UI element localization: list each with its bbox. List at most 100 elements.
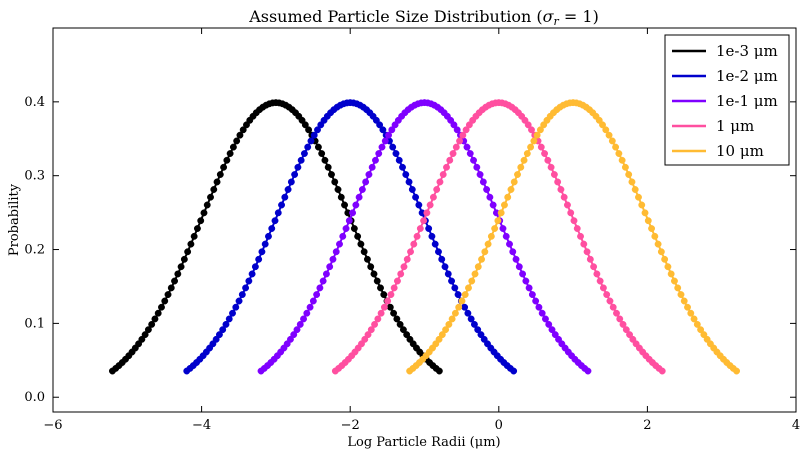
data-point [370, 270, 378, 278]
y-tick-label: 0.2 [24, 243, 45, 258]
data-point [477, 331, 485, 339]
data-point [395, 156, 403, 164]
data-point [464, 309, 472, 317]
data-point [658, 367, 666, 375]
data-point [536, 126, 544, 134]
data-point [435, 335, 443, 343]
data-point [491, 225, 499, 232]
data-point [517, 163, 525, 171]
data-point [294, 163, 302, 171]
axis-ticks: −6 −4 −2 0 2 4 0.0 0.1 0.2 0.3 0.4 [24, 28, 800, 433]
data-point [239, 126, 247, 134]
data-point [367, 326, 375, 334]
data-point [287, 178, 295, 186]
data-point [567, 209, 575, 217]
data-point [274, 209, 282, 217]
data-point [334, 186, 342, 193]
data-point [281, 193, 289, 201]
x-tick-label: 0 [495, 418, 503, 433]
legend-label: 1e-2 μm [716, 67, 778, 85]
data-point [599, 284, 607, 292]
data-point [522, 277, 530, 285]
data-point [415, 201, 423, 209]
data-point [451, 284, 459, 292]
data-point [352, 201, 360, 209]
data-point [497, 209, 505, 217]
data-point [450, 121, 458, 129]
data-point [355, 193, 363, 201]
data-point [530, 137, 538, 145]
data-point [141, 331, 149, 339]
data-point [621, 163, 629, 171]
data-point [314, 126, 321, 134]
y-tick-label: 0.3 [24, 169, 45, 184]
data-point [284, 186, 292, 193]
data-point [332, 248, 340, 256]
data-point [512, 255, 520, 263]
data-point [180, 255, 188, 263]
data-point [461, 303, 469, 311]
data-point [278, 201, 285, 209]
data-point [510, 367, 518, 375]
data-point [322, 270, 330, 278]
data-point [361, 335, 369, 343]
x-tick-label: 4 [792, 418, 800, 433]
plot-frame [52, 27, 797, 413]
data-point [268, 225, 276, 232]
data-point [390, 284, 398, 292]
data-point [293, 326, 301, 334]
data-point [693, 320, 701, 328]
data-point [626, 331, 634, 339]
data-point [435, 248, 442, 256]
data-point [687, 309, 695, 317]
data-point [523, 150, 531, 157]
data-point [161, 297, 169, 305]
data-point [502, 232, 510, 240]
data-point [456, 137, 464, 145]
data-point [397, 270, 405, 278]
data-point [358, 186, 366, 193]
data-point [474, 263, 482, 271]
y-tick-label: 0.0 [24, 390, 45, 405]
data-point [336, 240, 343, 248]
data-point [341, 201, 348, 209]
data-point [433, 186, 441, 193]
data-point [435, 367, 443, 375]
data-point [733, 367, 741, 375]
data-point [638, 201, 646, 209]
data-point [608, 137, 616, 145]
data-point [577, 232, 584, 240]
data-point [225, 315, 233, 323]
data-point [313, 291, 321, 299]
x-tick-label: 2 [643, 418, 651, 433]
data-point [431, 240, 439, 248]
data-point [631, 186, 639, 193]
data-point [527, 143, 535, 151]
data-point [436, 178, 444, 186]
data-point [478, 255, 486, 263]
data-point [590, 263, 598, 271]
data-point [548, 326, 556, 334]
data-point [364, 331, 372, 339]
data-point [448, 315, 456, 323]
data-point [207, 193, 214, 201]
data-point [167, 284, 175, 292]
series-1e-1-μm [257, 99, 592, 375]
data-point [439, 171, 447, 178]
data-point [297, 156, 305, 164]
data-point [459, 131, 467, 139]
legend: 1e-3 μm 1e-2 μm 1e-1 μm 1 μm 10 μm [664, 34, 790, 166]
data-point [291, 171, 299, 178]
data-point [520, 156, 528, 164]
data-point [461, 291, 469, 299]
data-point [584, 367, 592, 375]
data-point [481, 248, 489, 256]
data-point [413, 232, 421, 240]
data-point [613, 309, 620, 317]
data-point [605, 131, 613, 139]
data-point [408, 186, 416, 193]
data-point [187, 240, 195, 248]
data-point [345, 217, 353, 225]
data-point [515, 263, 523, 271]
data-point [429, 193, 437, 201]
